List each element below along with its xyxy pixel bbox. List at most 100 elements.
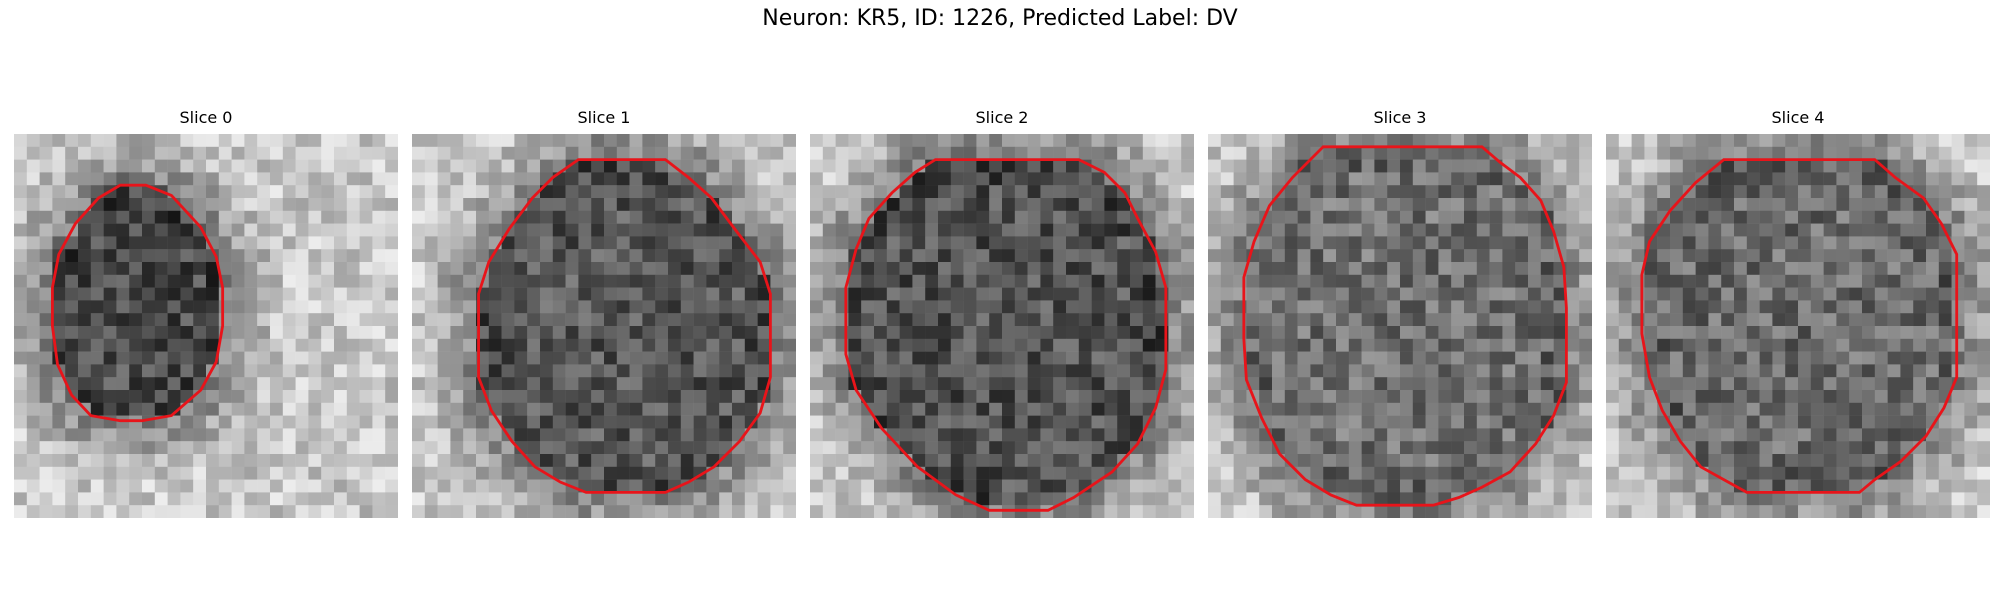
pixel bbox=[1348, 479, 1362, 493]
pixel bbox=[1540, 274, 1554, 288]
pixel bbox=[180, 300, 194, 314]
pixel bbox=[206, 172, 220, 186]
pixel bbox=[1708, 287, 1722, 301]
pixel bbox=[719, 402, 733, 416]
pixel bbox=[706, 492, 720, 506]
pixel bbox=[295, 300, 309, 314]
pixel bbox=[270, 172, 284, 186]
pixel bbox=[1682, 454, 1696, 468]
pixel bbox=[295, 185, 309, 199]
pixel bbox=[1657, 198, 1671, 212]
pixel bbox=[39, 300, 53, 314]
pixel bbox=[1284, 505, 1298, 518]
pixel bbox=[1259, 441, 1273, 455]
pixel bbox=[1091, 377, 1105, 391]
pixel bbox=[1874, 441, 1888, 455]
pixel bbox=[1040, 313, 1054, 327]
pixel bbox=[616, 377, 630, 391]
pixel bbox=[655, 351, 669, 365]
pixel bbox=[154, 146, 168, 160]
pixel bbox=[1874, 351, 1888, 365]
pixel bbox=[1553, 492, 1567, 506]
pixel bbox=[1836, 492, 1850, 506]
pixel bbox=[412, 287, 426, 301]
pixel bbox=[861, 441, 875, 455]
pixel bbox=[1849, 159, 1863, 173]
pixel bbox=[1117, 415, 1131, 429]
pixel bbox=[1348, 249, 1362, 263]
pixel bbox=[1670, 505, 1684, 518]
pixel bbox=[1078, 236, 1092, 250]
pixel bbox=[1938, 492, 1952, 506]
pixel bbox=[874, 249, 888, 263]
pixel bbox=[1476, 454, 1490, 468]
pixel bbox=[1926, 351, 1940, 365]
pixel bbox=[732, 300, 746, 314]
pixel bbox=[231, 236, 245, 250]
pixel bbox=[412, 338, 426, 352]
pixel bbox=[950, 185, 964, 199]
pixel bbox=[231, 441, 245, 455]
pixel bbox=[1977, 159, 1990, 173]
pixel bbox=[14, 402, 28, 416]
pixel bbox=[308, 338, 322, 352]
pixel bbox=[1964, 172, 1978, 186]
slice-title: Slice 3 bbox=[1373, 108, 1427, 127]
pixel bbox=[770, 313, 784, 327]
pixel bbox=[463, 146, 477, 160]
pixel bbox=[783, 351, 796, 365]
pixel bbox=[976, 313, 990, 327]
pixel bbox=[26, 351, 40, 365]
pixel bbox=[1657, 274, 1671, 288]
pixel bbox=[1091, 338, 1105, 352]
pixel bbox=[1849, 287, 1863, 301]
pixel bbox=[835, 236, 849, 250]
pixel bbox=[835, 441, 849, 455]
pixel bbox=[1785, 198, 1799, 212]
pixel bbox=[295, 287, 309, 301]
pixel bbox=[1849, 185, 1863, 199]
pixel bbox=[950, 505, 964, 518]
pixel bbox=[1682, 505, 1696, 518]
pixel bbox=[1438, 505, 1452, 518]
pixel bbox=[1451, 415, 1465, 429]
pixel bbox=[39, 249, 53, 263]
pixel bbox=[604, 364, 618, 378]
pixel bbox=[1951, 172, 1965, 186]
pixel bbox=[1695, 441, 1709, 455]
pixel bbox=[874, 146, 888, 160]
pixel bbox=[1284, 210, 1298, 224]
pixel bbox=[1772, 402, 1786, 416]
pixel bbox=[1913, 249, 1927, 263]
pixel bbox=[65, 313, 79, 327]
pixel bbox=[488, 185, 502, 199]
pixel bbox=[578, 402, 592, 416]
pixel bbox=[1181, 326, 1194, 340]
pixel bbox=[52, 415, 66, 429]
pixel bbox=[1091, 223, 1105, 237]
pixel bbox=[963, 479, 977, 493]
pixel bbox=[359, 428, 373, 442]
pixel bbox=[90, 287, 104, 301]
pixel bbox=[1310, 326, 1324, 340]
pixel bbox=[938, 262, 952, 276]
pixel bbox=[412, 466, 426, 480]
pixel bbox=[989, 428, 1003, 442]
pixel bbox=[154, 172, 168, 186]
pixel bbox=[1053, 505, 1067, 518]
pixel bbox=[116, 274, 130, 288]
pixel bbox=[1272, 198, 1286, 212]
pixel bbox=[257, 454, 271, 468]
pixel bbox=[976, 441, 990, 455]
pixel bbox=[14, 262, 28, 276]
pixel bbox=[1618, 326, 1632, 340]
pixel bbox=[565, 236, 579, 250]
pixel bbox=[1810, 313, 1824, 327]
pixel bbox=[925, 287, 939, 301]
pixel bbox=[925, 428, 939, 442]
pixel bbox=[1220, 223, 1234, 237]
pixel bbox=[193, 146, 207, 160]
pixel bbox=[52, 159, 66, 173]
pixel bbox=[1117, 274, 1131, 288]
pixel bbox=[1515, 326, 1529, 340]
